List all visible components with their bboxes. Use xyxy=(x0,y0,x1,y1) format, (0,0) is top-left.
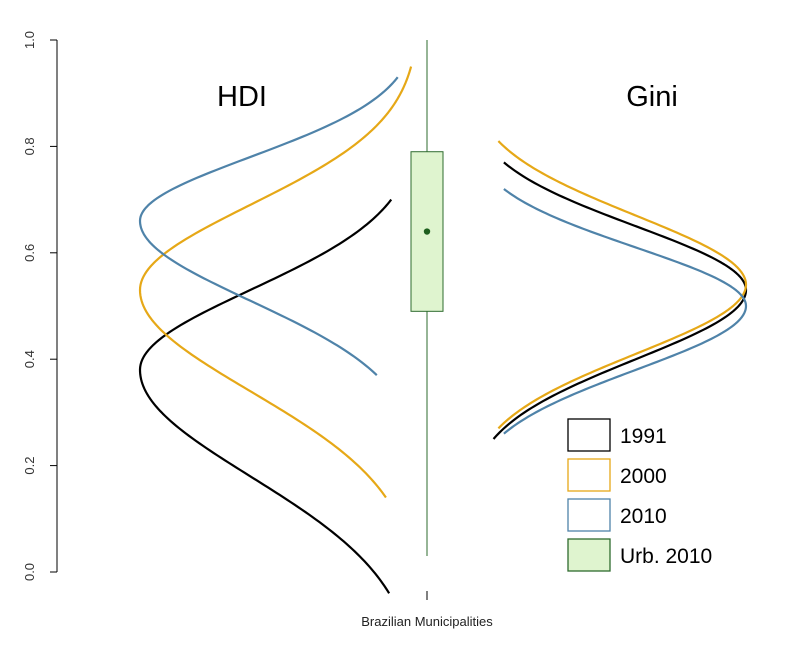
legend-label: 2010 xyxy=(620,505,667,528)
y-tick-label: 0.8 xyxy=(22,137,37,155)
legend-label: Urb. 2010 xyxy=(620,545,712,568)
boxplot-median-point xyxy=(423,228,431,235)
legend-swatch xyxy=(567,538,611,572)
panel-title-gini: Gini xyxy=(626,81,678,113)
y-tick-label: 0.2 xyxy=(22,457,37,475)
density-hdi-1991 xyxy=(138,198,393,594)
y-tick-label: 0.6 xyxy=(22,244,37,262)
x-axis-label: Brazilian Municipalities xyxy=(361,614,493,629)
density-gini-2000 xyxy=(497,140,748,430)
y-tick-label: 0.0 xyxy=(22,563,37,581)
density-hdi-2000 xyxy=(138,66,413,499)
density-hdi-2010 xyxy=(138,76,399,376)
y-axis: 0.0 0.2 0.4 0.6 0.8 1.0 xyxy=(22,31,58,581)
density-gini-1991 xyxy=(492,161,748,440)
urbanization-boxplot xyxy=(410,40,444,557)
legend-swatch xyxy=(567,418,611,452)
legend: 1991 2000 2010 Urb. 2010 xyxy=(567,418,712,572)
y-tick-label: 0.4 xyxy=(22,350,37,368)
density-curves xyxy=(138,66,748,594)
y-tick-label: 1.0 xyxy=(22,31,37,49)
legend-swatch xyxy=(567,458,611,492)
legend-swatch xyxy=(567,498,611,532)
density-gini-2010 xyxy=(503,188,748,435)
legend-label: 2000 xyxy=(620,465,667,488)
legend-label: 1991 xyxy=(620,425,667,448)
panel-title-hdi: HDI xyxy=(217,81,267,113)
